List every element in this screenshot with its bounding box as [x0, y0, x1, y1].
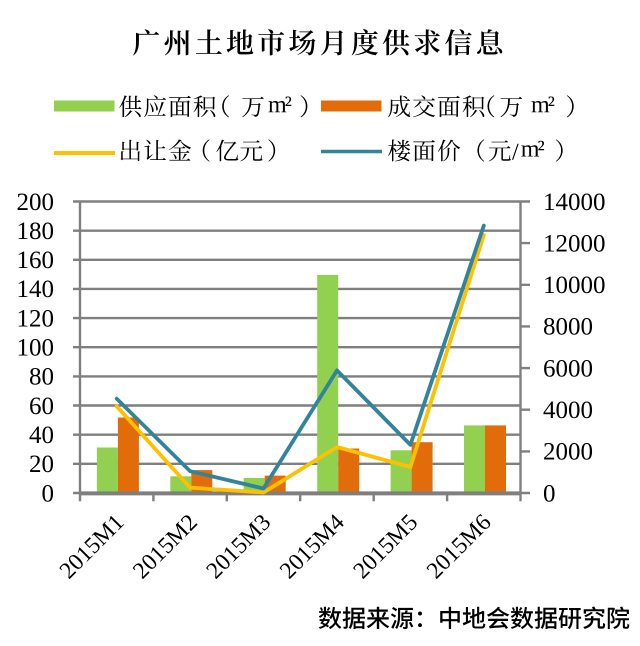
svg-text:8000: 8000: [543, 314, 593, 341]
svg-text:200: 200: [17, 189, 55, 216]
svg-text:180: 180: [17, 218, 55, 245]
svg-text:14000: 14000: [543, 189, 606, 216]
svg-text:0: 0: [42, 480, 55, 507]
svg-text:140: 140: [17, 276, 55, 303]
svg-text:0: 0: [543, 480, 556, 507]
svg-text:100: 100: [17, 335, 55, 362]
svg-text:80: 80: [29, 364, 54, 391]
svg-text:40: 40: [29, 422, 54, 449]
svg-text:10000: 10000: [543, 272, 606, 299]
svg-text:2000: 2000: [543, 439, 593, 466]
svg-text:6000: 6000: [543, 355, 593, 382]
svg-text:4000: 4000: [543, 397, 593, 424]
svg-text:12000: 12000: [543, 230, 606, 257]
svg-text:120: 120: [17, 305, 55, 332]
svg-text:160: 160: [17, 247, 55, 274]
svg-text:60: 60: [29, 393, 54, 420]
svg-text:20: 20: [29, 451, 54, 478]
